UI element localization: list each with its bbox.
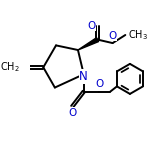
Text: N: N bbox=[79, 70, 88, 83]
Text: O: O bbox=[95, 79, 104, 89]
Text: O: O bbox=[109, 31, 117, 41]
Text: CH$_2$: CH$_2$ bbox=[0, 60, 20, 74]
Text: O: O bbox=[68, 108, 76, 118]
Text: CH$_3$: CH$_3$ bbox=[128, 28, 148, 42]
Polygon shape bbox=[78, 38, 99, 50]
Text: O: O bbox=[87, 21, 95, 31]
